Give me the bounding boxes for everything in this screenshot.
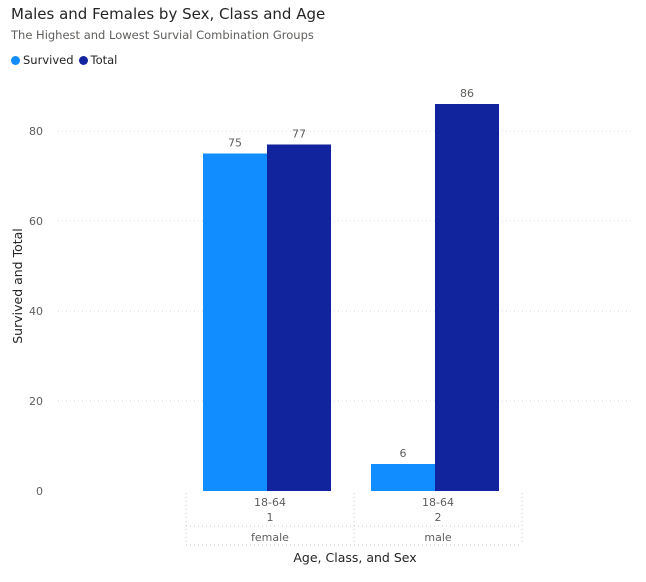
x-tick-label-sex: female: [251, 531, 289, 544]
x-axis-title: Age, Class, and Sex: [293, 550, 416, 565]
legend-dot-icon: [11, 55, 20, 65]
x-tick-label-class: 1: [267, 511, 274, 524]
x-tick-label-age: 18-64: [254, 496, 286, 509]
y-tick-label: 60: [29, 215, 43, 228]
bar-total-male: [435, 104, 499, 491]
legend: Survived Total: [11, 53, 122, 67]
chart-title: Males and Females by Sex, Class and Age: [11, 5, 326, 23]
y-tick-label: 80: [29, 125, 43, 138]
bar-survived-male: [371, 464, 435, 491]
legend-label: Survived: [23, 53, 74, 67]
data-label: 6: [400, 447, 407, 460]
y-tick-label: 20: [29, 395, 43, 408]
y-tick-label: 40: [29, 305, 43, 318]
data-label: 77: [292, 128, 306, 141]
y-tick-label: 0: [36, 485, 43, 498]
legend-dot-icon: [78, 55, 88, 65]
y-axis-title: Survived and Total: [10, 228, 25, 344]
x-tick-label-class: 2: [435, 511, 442, 524]
legend-label: Total: [90, 53, 118, 67]
legend-item-total[interactable]: Total: [78, 53, 118, 67]
data-label: 75: [228, 137, 242, 150]
bar-total-female: [267, 144, 331, 491]
data-label: 86: [460, 87, 474, 100]
x-tick-label-age: 18-64: [422, 496, 454, 509]
legend-item-survived[interactable]: Survived: [11, 53, 74, 67]
bar-survived-female: [203, 153, 267, 491]
chart-subtitle: The Highest and Lowest Survial Combinati…: [11, 28, 314, 42]
x-tick-label-sex: male: [424, 531, 452, 544]
